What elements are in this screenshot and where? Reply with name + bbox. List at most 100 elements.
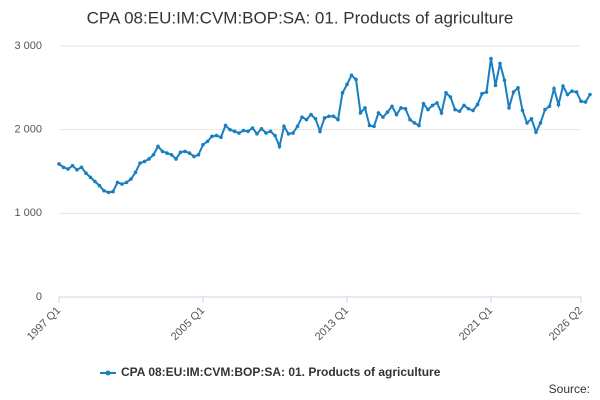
data-point — [493, 83, 498, 88]
data-point — [480, 91, 484, 96]
data-point — [169, 152, 174, 157]
data-point — [183, 149, 187, 154]
data-point — [165, 151, 169, 155]
data-point — [358, 111, 363, 115]
data-point — [552, 86, 556, 91]
data-point — [448, 95, 453, 99]
data-point — [529, 116, 534, 121]
data-point — [115, 180, 120, 185]
data-point — [246, 129, 250, 134]
data-point — [574, 90, 579, 94]
x-tick-label: 2026 Q2 — [547, 305, 585, 343]
data-point — [313, 116, 318, 121]
data-point — [214, 133, 219, 138]
data-point — [511, 90, 516, 94]
data-point — [133, 170, 138, 175]
data-point — [520, 108, 525, 113]
data-point — [408, 117, 412, 122]
data-point — [223, 123, 228, 128]
data-point — [345, 82, 349, 87]
data-point — [547, 104, 552, 109]
data-point — [120, 182, 124, 186]
data-point — [268, 129, 273, 134]
data-point — [354, 77, 358, 82]
data-point — [318, 129, 322, 134]
data-point — [295, 124, 300, 129]
data-point — [588, 92, 592, 97]
data-point — [489, 56, 493, 61]
data-point — [322, 116, 327, 120]
x-tick-label: 2013 Q1 — [313, 305, 351, 343]
data-point — [372, 124, 376, 129]
data-point — [210, 134, 214, 139]
data-point — [156, 144, 160, 149]
data-point — [102, 188, 106, 193]
data-point — [543, 107, 547, 112]
data-point — [124, 180, 129, 185]
data-point — [201, 142, 205, 147]
legend-label: CPA 08:EU:IM:CVM:BOP:SA: 01. Products of… — [121, 365, 441, 379]
data-point — [309, 112, 313, 117]
data-point — [466, 106, 471, 111]
data-point — [385, 110, 390, 114]
data-point — [457, 109, 462, 114]
legend-marker — [105, 370, 111, 376]
data-point — [561, 84, 565, 88]
data-point — [192, 154, 196, 159]
data-point — [291, 131, 295, 135]
data-point — [264, 131, 268, 135]
data-point — [93, 179, 97, 184]
data-point — [340, 91, 345, 95]
data-point — [106, 190, 111, 195]
data-point — [70, 163, 75, 168]
data-point — [583, 100, 588, 104]
data-point — [444, 91, 448, 95]
data-point — [75, 168, 79, 172]
data-point — [174, 157, 178, 161]
data-point — [556, 102, 561, 107]
data-point — [151, 152, 156, 157]
data-point — [435, 101, 439, 105]
data-line — [58, 58, 591, 194]
data-point — [237, 131, 241, 135]
data-point — [282, 124, 286, 129]
data-point — [66, 167, 70, 171]
data-point — [570, 89, 574, 93]
data-point — [228, 127, 232, 132]
y-tick-label: 2 000 — [14, 124, 42, 136]
data-point — [138, 161, 142, 165]
data-point — [277, 144, 282, 149]
data-point — [367, 123, 372, 128]
data-point — [61, 165, 66, 170]
data-point — [534, 130, 538, 134]
data-point — [196, 152, 201, 157]
data-point — [498, 61, 502, 66]
data-point — [160, 149, 165, 154]
y-tick-label: 3 000 — [14, 40, 42, 52]
data-point — [376, 111, 381, 115]
data-point — [97, 183, 102, 188]
data-point — [453, 107, 457, 112]
data-point — [363, 106, 367, 110]
data-point — [286, 132, 291, 136]
data-point — [111, 189, 115, 194]
data-point — [142, 159, 147, 164]
data-point — [84, 171, 88, 175]
data-point — [331, 114, 336, 119]
data-point — [187, 151, 192, 155]
y-tick-label: 0 — [36, 291, 42, 303]
data-point — [129, 177, 133, 181]
data-point — [381, 115, 385, 119]
data-point — [336, 117, 340, 122]
data-point — [439, 111, 444, 115]
data-point — [349, 73, 354, 78]
data-point — [79, 165, 84, 170]
data-point — [516, 86, 520, 90]
data-point — [57, 162, 61, 166]
y-tick-label: 1 000 — [14, 207, 42, 219]
data-point — [426, 107, 430, 112]
data-point — [565, 92, 570, 97]
data-point — [507, 106, 511, 110]
data-point — [538, 121, 543, 125]
x-tick-label: 2005 Q1 — [169, 305, 207, 343]
